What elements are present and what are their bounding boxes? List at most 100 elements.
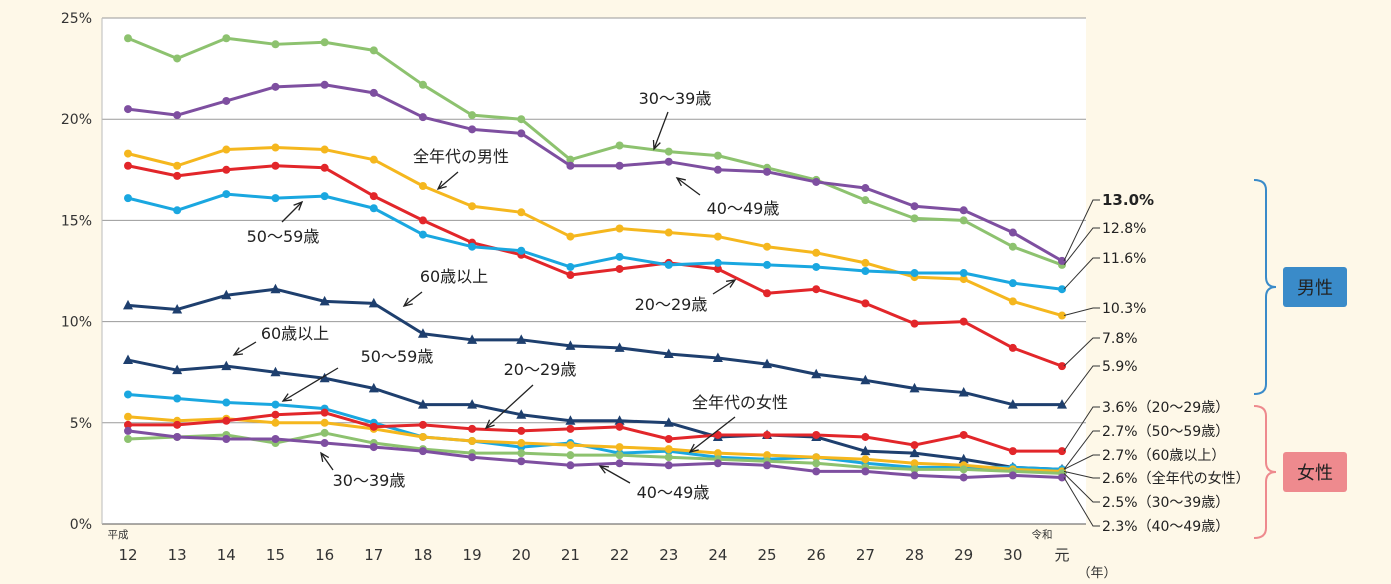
data-point xyxy=(517,208,526,217)
data-point xyxy=(222,434,231,443)
data-point xyxy=(271,400,280,409)
arrow-head xyxy=(320,451,330,462)
series-f_40 xyxy=(124,426,1066,482)
end-label-connector xyxy=(1063,406,1100,452)
y-tick-label: 15% xyxy=(61,213,92,229)
end-value-label: 13.0% xyxy=(1102,191,1154,209)
data-point xyxy=(222,96,231,105)
data-point xyxy=(468,437,477,446)
end-value-label: 2.3%（40〜49歳） xyxy=(1102,519,1229,535)
data-point xyxy=(812,262,821,271)
data-point xyxy=(664,157,673,166)
data-point xyxy=(418,181,427,190)
x-tick-label: 19 xyxy=(463,546,482,564)
data-point xyxy=(713,151,722,160)
data-point xyxy=(369,422,378,431)
series-line xyxy=(127,358,1063,471)
data-point xyxy=(615,443,624,452)
data-point xyxy=(222,416,231,425)
data-point xyxy=(959,216,968,225)
end-label: 7.8% xyxy=(1063,331,1138,367)
end-label: 13.0% xyxy=(1063,191,1154,262)
data-point xyxy=(516,409,527,419)
arrow-head xyxy=(726,279,737,288)
data-point xyxy=(1007,399,1018,409)
end-value-label: 5.9% xyxy=(1102,359,1138,375)
data-point xyxy=(615,252,624,261)
bracket-line xyxy=(1253,179,1277,395)
y-tick-label: 10% xyxy=(61,315,92,331)
data-point xyxy=(320,80,329,89)
data-point xyxy=(664,434,673,443)
series-line xyxy=(127,146,1063,317)
data-point xyxy=(958,453,969,464)
series-label: 20〜29歳 xyxy=(635,295,708,314)
data-point xyxy=(615,422,624,431)
series-line xyxy=(127,429,1063,479)
x-tick-label: 24 xyxy=(708,546,727,564)
data-point xyxy=(517,457,526,466)
x-axis-unit: （年） xyxy=(1077,566,1116,580)
arrow-shaft xyxy=(676,177,701,196)
data-point xyxy=(861,267,870,275)
data-point xyxy=(958,386,969,397)
data-point xyxy=(1058,362,1066,371)
x-tick-label: 元 xyxy=(1054,546,1069,564)
series-line xyxy=(127,415,1063,473)
data-point xyxy=(1008,228,1017,237)
series-label: 50〜59歳 xyxy=(361,347,434,366)
end-value-label: 11.6% xyxy=(1102,251,1146,267)
series-m_20 xyxy=(124,161,1066,371)
data-point xyxy=(566,461,575,470)
data-point xyxy=(614,342,625,352)
data-point xyxy=(762,358,773,369)
x-tick-label: 22 xyxy=(610,546,629,564)
callout-arrow xyxy=(281,200,304,223)
end-label: 2.5%（30〜39歳） xyxy=(1063,473,1229,511)
data-point xyxy=(860,374,871,385)
data-point xyxy=(172,303,183,314)
end-label-connector xyxy=(1063,477,1100,527)
data-point xyxy=(270,283,281,294)
data-point xyxy=(713,232,722,241)
end-label-connector xyxy=(1063,430,1100,470)
data-point xyxy=(959,473,968,482)
data-point xyxy=(320,428,329,437)
data-point xyxy=(1008,297,1017,306)
data-point xyxy=(664,445,673,454)
data-point xyxy=(123,299,133,310)
data-point xyxy=(615,459,624,468)
data-point xyxy=(517,426,526,435)
callout-arrow xyxy=(712,279,737,295)
end-value-label: 3.6%（20〜29歳） xyxy=(1102,400,1229,416)
group-bracket: 男性 xyxy=(1253,179,1347,395)
callout-arrow xyxy=(675,177,701,196)
data-point xyxy=(812,430,821,439)
data-point xyxy=(517,246,526,255)
series-label: 全年代の男性 xyxy=(413,147,509,166)
data-point xyxy=(319,295,330,306)
data-point xyxy=(222,165,231,174)
data-point xyxy=(418,432,427,441)
group-box xyxy=(1283,267,1347,307)
data-point xyxy=(615,264,624,273)
group-bracket: 女性 xyxy=(1253,405,1347,539)
data-point xyxy=(664,147,673,156)
data-point xyxy=(566,155,575,164)
data-point xyxy=(124,34,132,43)
series-label: 40〜49歳 xyxy=(707,199,780,218)
data-point xyxy=(173,54,182,63)
data-point xyxy=(860,445,871,456)
x-tick-label: 25 xyxy=(758,546,777,564)
end-label-connector xyxy=(1063,337,1100,367)
x-tick-label: 16 xyxy=(315,546,334,564)
data-point xyxy=(124,434,132,443)
data-point xyxy=(123,354,133,365)
data-point xyxy=(320,38,329,47)
data-point xyxy=(959,206,968,215)
data-point xyxy=(271,418,280,427)
data-point xyxy=(615,224,624,233)
data-point xyxy=(910,214,919,223)
end-value-label: 7.8% xyxy=(1102,331,1138,347)
